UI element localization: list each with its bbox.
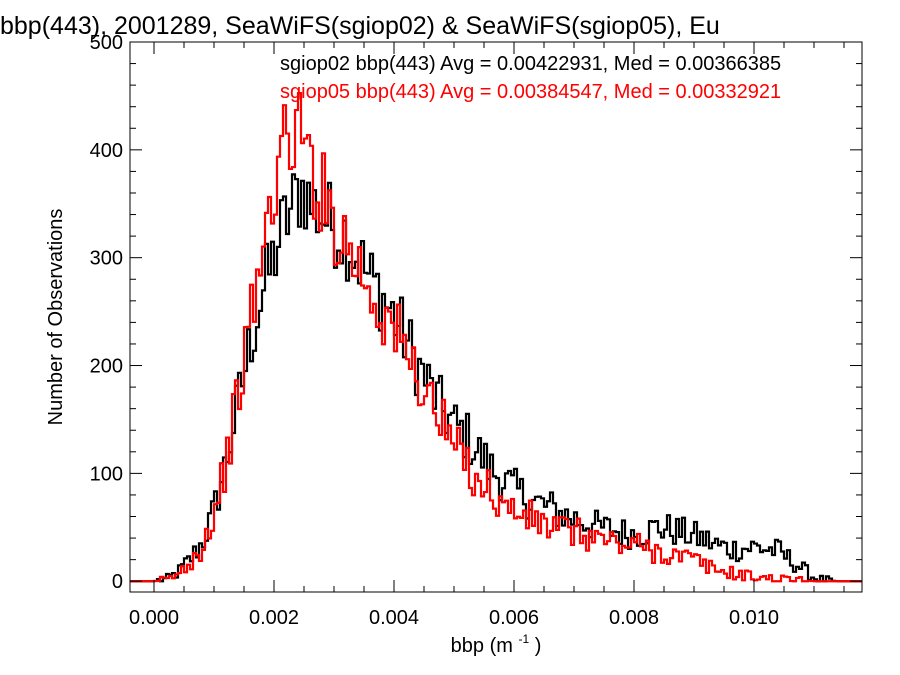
x-tick-label: 0.004	[369, 607, 419, 629]
x-tick-labels: 0.000 0.002 0.004 0.006 0.008 0.010	[129, 607, 779, 629]
y-tick-label: 500	[90, 32, 123, 54]
y-tick-label: 300	[90, 248, 123, 270]
y-tick-label: 400	[90, 140, 123, 162]
y-tick-labels: 0 100 200 300 400 500	[90, 32, 123, 593]
series-annotation-sgiop02: sgiop02 bbp(443) Avg = 0.00422931, Med =…	[280, 53, 781, 75]
series-layer	[130, 91, 862, 583]
x-axis-label-main: bbp (m	[451, 635, 513, 657]
x-tick-label: 0.002	[249, 607, 299, 629]
series-line-sgiop05	[130, 91, 862, 583]
chart-title: bbp(443), 2001289, SeaWiFS(sgiop02) & Se…	[0, 12, 720, 40]
y-tick-label: 200	[90, 356, 123, 378]
y-tick-label: 0	[112, 571, 123, 593]
x-tick-label: 0.000	[129, 607, 179, 629]
x-axis-label-close: )	[535, 635, 542, 657]
x-tick-label: 0.010	[729, 607, 779, 629]
x-tick-label: 0.006	[489, 607, 539, 629]
y-tick-label: 100	[90, 463, 123, 485]
series-line-sgiop02	[130, 173, 862, 583]
x-axis-label: bbp (m -1 )	[451, 626, 542, 657]
y-axis-label: Number of Observations	[45, 209, 67, 426]
x-axis-label-superscript: -1	[518, 632, 529, 646]
plot-frame	[129, 41, 863, 593]
x-tick-label: 0.008	[609, 607, 659, 629]
ticks-layer	[130, 41, 862, 592]
series-annotation-sgiop05: sgiop05 bbp(443) Avg = 0.00384547, Med =…	[280, 81, 781, 103]
